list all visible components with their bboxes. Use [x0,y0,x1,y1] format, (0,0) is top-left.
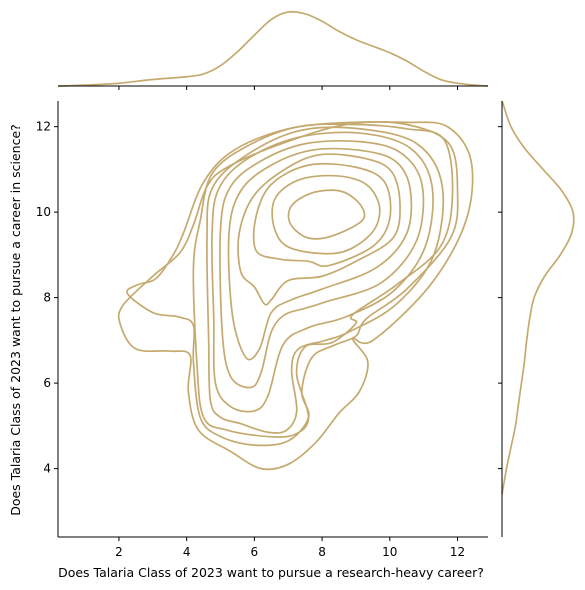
x-tick-label: 12 [450,545,465,559]
x-tick-label: 6 [251,545,259,559]
kde-contour-line [219,139,425,389]
marginal-x-distribution [57,10,489,90]
y-axis-label: Does Talaria Class of 2023 want to pursu… [8,124,23,516]
x-tick-label: 4 [183,545,191,559]
marginal-x-density-curve [57,10,489,87]
kde-contour-line [211,131,434,413]
kde-contour-line [117,121,474,471]
x-tick-label: 10 [382,545,397,559]
marginal-x-ticks [118,86,459,90]
kde-contour-line [252,162,392,267]
kde-contour-line [126,120,459,447]
main-plot-area: 2 4 6 8 10 12 4 6 8 10 12 [36,101,488,559]
x-tick-label: 8 [318,545,326,559]
kde-contour-line [192,123,454,438]
x-axis-label: Does Talaria Class of 2023 want to pursu… [58,565,484,580]
marginal-y-distribution [498,100,575,537]
y-tick-label: 4 [43,462,51,476]
y-tick-label: 12 [36,120,51,134]
kde-contour-line [271,174,381,255]
x-tick-label: 2 [115,545,123,559]
marginal-y-density-curve [501,100,575,495]
kde-contour-line [287,189,366,240]
y-tick-label: 10 [36,205,51,219]
kde-contour-line [227,147,413,361]
kde-contour-line [237,153,401,306]
marginal-y-ticks [498,126,502,470]
y-tick-label: 8 [43,291,51,305]
y-tick-label: 6 [43,376,51,390]
x-axis-ticks: 2 4 6 8 10 12 [115,537,465,559]
y-axis-ticks: 4 6 8 10 12 [36,120,58,476]
kde-contours [117,120,474,471]
kde-contour-line [206,126,445,434]
